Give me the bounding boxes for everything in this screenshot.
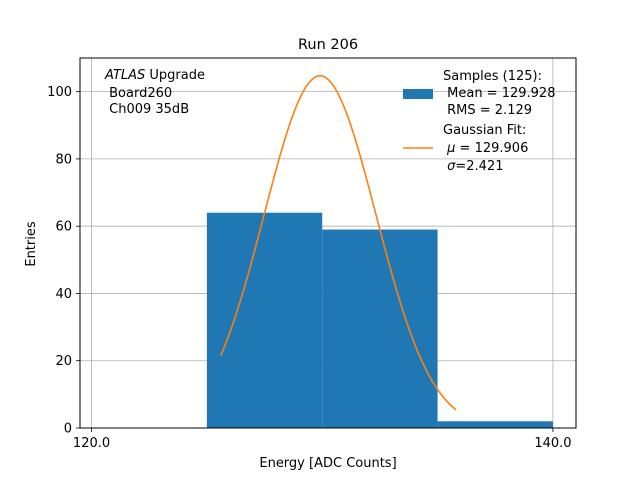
legend: Samples (125): Mean = 129.928 RMS = 2.12… xyxy=(403,69,555,174)
y-axis-label: Entries xyxy=(24,221,39,267)
x-tick-label: 120.0 xyxy=(73,436,110,451)
y-tick-label: 60 xyxy=(55,220,72,235)
y-tick-label: 40 xyxy=(55,287,72,302)
gaussian-fit-curve xyxy=(219,75,457,411)
histogram-bars xyxy=(206,212,553,428)
legend-fit-line-2: μ = 129.906 xyxy=(443,141,528,156)
y-tick-label: 0 xyxy=(64,422,72,437)
legend-samples-line-3: RMS = 2.129 xyxy=(443,103,532,118)
plot-frame xyxy=(79,57,577,429)
histogram-bar xyxy=(322,229,438,428)
y-tick-label: 20 xyxy=(55,354,72,369)
y-tick-label: 100 xyxy=(47,85,72,100)
annotation-line-1: ATLAS Upgrade xyxy=(104,68,205,83)
x-tick-label: 140.0 xyxy=(534,436,571,451)
x-axis-label: Energy [ADC Counts] xyxy=(259,456,396,471)
legend-samples-line-2: Mean = 129.928 xyxy=(443,86,555,101)
annotation-line-3: Ch009 35dB xyxy=(105,102,189,117)
annotation-line-2: Board260 xyxy=(105,86,172,101)
legend-samples-swatch xyxy=(403,89,433,99)
histogram-bar xyxy=(206,212,323,428)
legend-fit-line-3: σ=2.421 xyxy=(443,159,504,174)
gaussian-fit xyxy=(219,75,457,411)
chart-title: Run 206 xyxy=(298,37,358,53)
legend-samples-line-1: Samples (125): xyxy=(443,69,542,84)
axis-ticks: 120.0 140.0 0 20 40 60 80 100 xyxy=(47,85,571,451)
y-tick-label: 80 xyxy=(55,152,72,167)
histogram-bar xyxy=(437,421,553,428)
atlas-annotation: ATLAS Upgrade Board260 Ch009 35dB xyxy=(104,68,205,117)
legend-fit-line-1: Gaussian Fit: xyxy=(443,123,526,138)
